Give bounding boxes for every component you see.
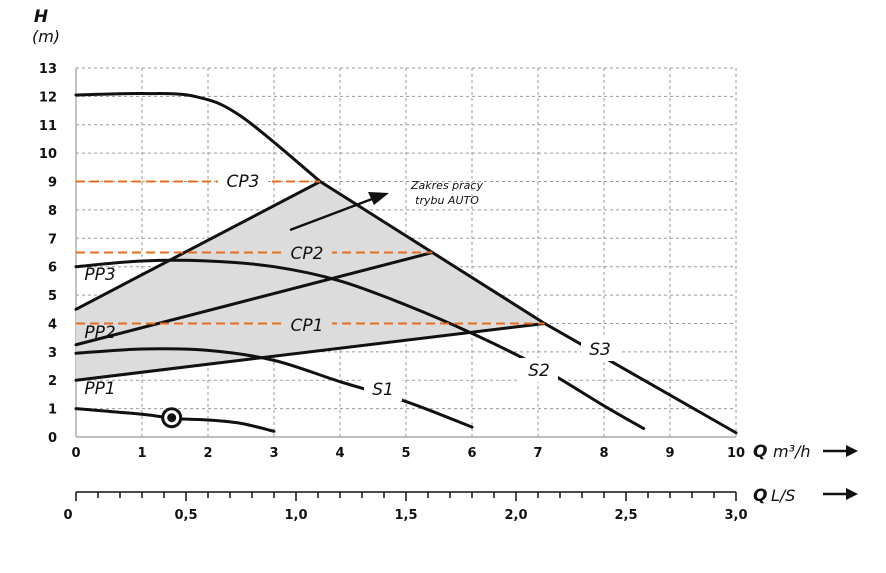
x-tick-label: 1 (137, 446, 146, 461)
series-min (74, 407, 276, 433)
label-bg (282, 241, 332, 265)
x2-tick-label: 1,0 (284, 508, 307, 523)
y-tick-label: 2 (48, 374, 57, 389)
series-s3 (74, 92, 738, 435)
x-tick-label: 6 (467, 446, 476, 461)
annotation-arrow-shaft (289, 197, 373, 232)
operating-point-marker-dot (167, 413, 177, 423)
x-tick-label: 4 (335, 446, 344, 461)
y-tick-label: 12 (39, 90, 57, 105)
x2-tick-label: 2,0 (504, 508, 527, 523)
x2-axis-unit: L/S (771, 486, 795, 505)
series-pp1 (74, 321, 547, 382)
x2-axis-title: Q (753, 486, 767, 506)
y-tick-label: 5 (48, 289, 57, 304)
annotation-line-2: trybu AUTO (415, 194, 479, 207)
y-tick-label: 1 (48, 403, 57, 418)
auto-mode-area (76, 181, 545, 381)
series-s1 (74, 347, 474, 429)
y-tick-label: 9 (48, 176, 57, 191)
x-axis-unit: m³/h (773, 442, 811, 461)
curves (74, 92, 738, 435)
series-label-s3: S3 (589, 340, 611, 360)
y-tick-label: 8 (48, 204, 57, 219)
label-bg (520, 358, 558, 382)
series-label-pp2: PP2 (84, 323, 115, 343)
y-axis-title: H (34, 7, 48, 27)
x2-tick-label: 2,5 (614, 508, 637, 523)
x2-tick-label: 1,5 (394, 508, 417, 523)
y-tick-label: 3 (48, 346, 57, 361)
annotation-arrow-head (368, 192, 389, 205)
label-bg (218, 169, 268, 193)
x2-tick-label: 0,5 (174, 508, 197, 523)
series-s2 (74, 258, 646, 430)
x-tick-label: 0 (71, 446, 80, 461)
label-bg (364, 377, 402, 401)
y-tick-label: 11 (39, 119, 57, 134)
x-axis-title: Q (753, 442, 767, 462)
x-tick-label: 3 (269, 446, 278, 461)
label-bg (581, 337, 619, 361)
series-label-pp1: PP1 (84, 379, 115, 399)
x2-tick-label: 0 (63, 508, 72, 523)
series-label-s2: S2 (528, 361, 550, 381)
y-tick-label: 4 (48, 317, 57, 332)
annotation-line-1: Zakres pracy (410, 179, 483, 192)
series-label-cp2: CP2 (291, 244, 324, 264)
x-tick-label: 9 (665, 446, 674, 461)
x-tick-label: 7 (533, 446, 542, 461)
y-axis-unit: (m) (32, 27, 60, 46)
series-pp2 (74, 251, 434, 347)
series-pp3 (74, 180, 322, 311)
x-tick-label: 8 (599, 446, 608, 461)
x2-tick-label: 3,0 (724, 508, 747, 523)
series-label-cp1: CP1 (291, 316, 324, 336)
series-label-cp3: CP3 (227, 172, 260, 192)
x2-axis-arrow-head (846, 488, 858, 500)
series-label-s1: S1 (372, 380, 394, 400)
y-tick-label: 13 (39, 62, 57, 77)
y-tick-label: 6 (48, 261, 57, 276)
label-bg (282, 313, 332, 337)
x-axis-arrow-head (846, 445, 858, 457)
y-tick-label: 0 (48, 431, 57, 446)
series-label-pp3: PP3 (84, 265, 115, 285)
x-tick-label: 2 (203, 446, 212, 461)
x-tick-label: 10 (727, 446, 745, 461)
y-tick-label: 10 (39, 147, 57, 162)
y-tick-label: 7 (48, 232, 57, 247)
x-tick-label: 5 (401, 446, 410, 461)
auto-mode-region (76, 181, 545, 381)
